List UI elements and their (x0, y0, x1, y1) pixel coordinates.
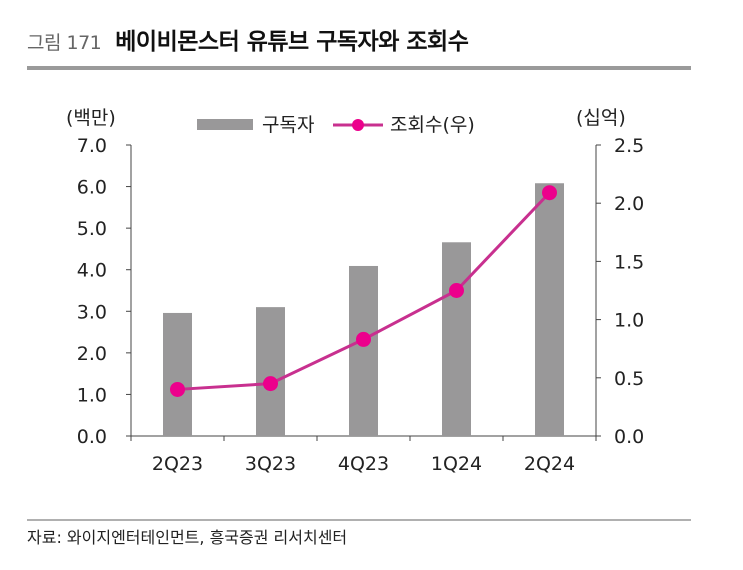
left-axis-tick-label: 4.0 (77, 260, 107, 282)
bars-group (163, 183, 564, 436)
figure-title: 베이비몬스터 유튜브 구독자와 조회수 (115, 29, 469, 55)
bar-subscribers (442, 242, 471, 436)
marker-views (356, 331, 371, 347)
legend: 구독자 조회수(우) (197, 114, 475, 136)
marker-views (449, 283, 464, 298)
left-axis-tick-label: 5.0 (77, 218, 107, 240)
x-axis-tick-label: 3Q23 (245, 453, 296, 475)
x-axis-tick-label: 2Q24 (524, 453, 575, 475)
legend-swatch-subscribers (197, 119, 253, 130)
marker-views (542, 185, 557, 201)
line-group (170, 185, 557, 397)
bar-subscribers (256, 307, 285, 436)
left-axis-tick-label: 3.0 (77, 301, 107, 323)
right-axis-tick-label: 2.5 (614, 135, 644, 157)
figure-header: 그림 171 베이비몬스터 유튜브 구독자와 조회수 (27, 22, 469, 58)
x-axis-tick-label: 1Q24 (431, 453, 482, 475)
right-axis-tick-label: 2.0 (614, 193, 644, 215)
figure-number: 그림 171 (27, 32, 102, 54)
footer-divider (27, 519, 691, 521)
right-axis-tick-label: 1.0 (614, 310, 644, 332)
bar-subscribers (535, 183, 564, 436)
left-axis-tick-label: 0.0 (77, 426, 107, 448)
left-axis-tick-label: 1.0 (77, 384, 107, 406)
right-axis-tick-label: 1.5 (614, 251, 644, 273)
bar-subscribers (163, 312, 192, 436)
marker-views (170, 381, 185, 397)
left-axis-unit-label: (백만) (66, 107, 116, 129)
right-axis-tick-label: 0.5 (614, 368, 644, 390)
header-divider (27, 66, 691, 70)
x-axis-tick-label: 2Q23 (152, 453, 203, 475)
right-axis-tick-label: 0.0 (614, 426, 644, 448)
x-axis-tick-label: 4Q23 (338, 453, 389, 475)
chart-area: 0.0 1.0 2.0 3.0 4.0 5.0 6.0 7.0 0.0 0.5 1.0 1.5 2.0 2… (66, 107, 644, 475)
right-axis-unit-label: (십억) (576, 107, 626, 129)
legend-label-subscribers: 구독자 (262, 114, 314, 136)
left-axis-tick-label: 6.0 (77, 177, 107, 199)
left-axis-tick-label: 2.0 (77, 343, 107, 365)
left-axis-tick-label: 7.0 (77, 135, 107, 157)
legend-swatch-views-marker (352, 119, 364, 131)
marker-views (263, 376, 278, 392)
source-note: 자료: 와이지엔터테인먼트, 흥국증권 리서치센터 (27, 528, 348, 547)
legend-label-views: 조회수(우) (390, 114, 475, 136)
bar-subscribers (349, 265, 378, 436)
